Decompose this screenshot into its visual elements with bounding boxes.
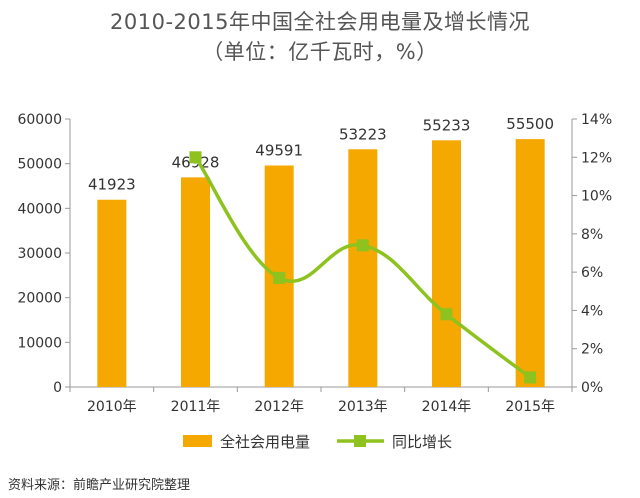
y-right-tick-label: 0% xyxy=(581,380,603,396)
bar-data-label: 41923 xyxy=(88,176,136,194)
bar xyxy=(181,177,210,387)
x-tick-label: 2014年 xyxy=(422,399,472,415)
data-labels: 419234692849591532235523355500 xyxy=(88,115,554,194)
legend-label-bar: 全社会用电量 xyxy=(220,433,310,451)
chart-subtitle: （单位：亿千瓦时，%） xyxy=(202,40,438,64)
y-left-tick-label: 10000 xyxy=(17,335,62,351)
bar xyxy=(432,140,461,387)
x-tick-label: 2011年 xyxy=(171,399,221,415)
y-right-tick-label: 10% xyxy=(581,189,612,205)
y-left-tick-label: 0 xyxy=(53,380,62,396)
chart-title: 2010-2015年中国全社会用电量及增长情况 xyxy=(110,10,530,34)
legend-label-line: 同比增长 xyxy=(392,433,452,451)
x-tick-label: 2015年 xyxy=(505,399,555,415)
y-right-tick-label: 2% xyxy=(581,342,603,358)
y-left-tick-label: 50000 xyxy=(17,157,62,173)
y-left-tick-label: 20000 xyxy=(17,291,62,307)
legend-swatch-bar xyxy=(183,435,212,447)
y-right-tick-label: 14% xyxy=(581,112,612,128)
line-marker xyxy=(356,239,369,252)
y-left-tick-label: 40000 xyxy=(17,201,62,217)
line-marker xyxy=(189,151,202,164)
legend-marker-swatch xyxy=(354,435,366,447)
y-right-tick-label: 8% xyxy=(581,227,603,243)
bar-data-label: 55233 xyxy=(423,116,471,134)
bar-data-label: 53223 xyxy=(339,125,387,143)
y-right-tick-label: 12% xyxy=(581,150,612,166)
bar xyxy=(348,149,378,387)
y-right-tick-label: 6% xyxy=(581,265,603,281)
bar xyxy=(515,139,545,387)
x-tick-label: 2010年 xyxy=(87,399,137,415)
line-marker xyxy=(273,271,286,284)
bar xyxy=(97,199,127,387)
bar-series xyxy=(97,139,545,387)
line-marker xyxy=(524,371,537,384)
bar-data-label: 55500 xyxy=(506,115,554,133)
y-left-tick-label: 30000 xyxy=(17,246,62,262)
line-marker xyxy=(440,308,453,321)
line-series xyxy=(189,151,537,384)
x-tick-label: 2012年 xyxy=(254,399,304,415)
axes: 0 10000 20000 30000 40000 50000 60000 0% 2% 4% 6% 8… xyxy=(17,112,612,415)
y-left-tick-label: 60000 xyxy=(17,112,62,128)
x-tick-label: 2013年 xyxy=(338,399,388,415)
legend: 全社会用电量 同比增长 xyxy=(183,433,452,451)
y-right-tick-label: 4% xyxy=(581,303,603,319)
bar-data-label: 49591 xyxy=(255,141,303,159)
source-note: 资料来源：前瞻产业研究院整理 xyxy=(8,478,191,493)
